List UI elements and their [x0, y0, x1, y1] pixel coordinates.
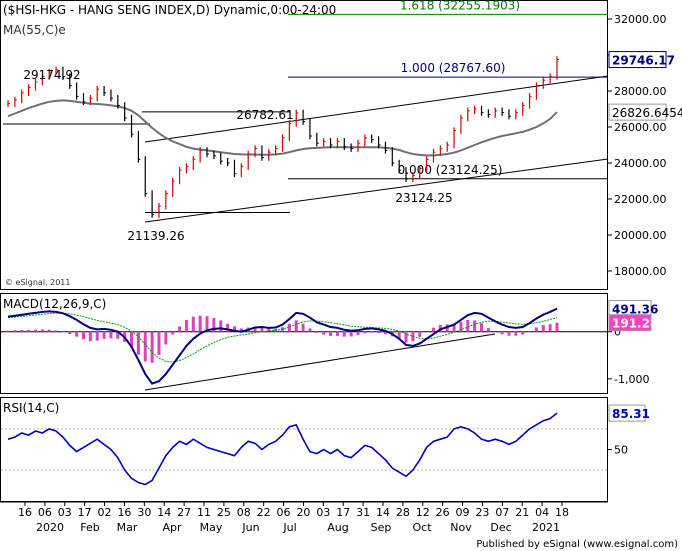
x-day-label: 31 [356, 506, 370, 519]
x-month-label: Oct [412, 521, 432, 534]
x-day-label: 02 [98, 506, 112, 519]
x-day-label: 06 [277, 506, 291, 519]
y-tick-label: 32000.00 [614, 13, 667, 26]
channel-upper-line [144, 75, 609, 143]
x-day-label: 07 [495, 506, 509, 519]
esignal-watermark: © eSignal, 2011 [5, 278, 70, 287]
x-month-label: Nov [450, 521, 472, 534]
x-month-label: 2020 [36, 521, 64, 534]
x-day-label: 11 [197, 506, 211, 519]
fib-label: 0.000 (23124.25) [398, 163, 503, 177]
fib-label: 1.618 (32255.1903) [400, 0, 520, 12]
last-value-box [608, 103, 667, 121]
y-tick-label: 26000.00 [614, 121, 667, 134]
high-annotation: 29174.92 [23, 68, 80, 82]
macd-panel-frame [0, 293, 608, 394]
x-day-label: 16 [117, 506, 131, 519]
fib-label: 1.000 (28767.60) [401, 61, 506, 75]
x-day-label: 03 [316, 506, 330, 519]
x-day-label: 27 [177, 506, 191, 519]
macd-line [7, 307, 558, 385]
rsi-line [7, 412, 558, 486]
x-day-label: 14 [376, 506, 390, 519]
x-day-label: 16 [18, 506, 32, 519]
y-tick-label: 22000.00 [614, 193, 667, 206]
y-tick-label: 24000.00 [614, 157, 667, 170]
price-panel-frame [0, 0, 608, 290]
ma-title: MA(55,C)e [3, 23, 66, 37]
x-day-label: 21 [515, 506, 529, 519]
x-month-label: Dec [490, 521, 511, 534]
x-day-label: 23 [475, 506, 489, 519]
x-day-label: 04 [535, 506, 549, 519]
x-month-label: Sep [371, 521, 392, 534]
last-value-label: 85.31 [612, 407, 650, 421]
x-day-label: 30 [137, 506, 151, 519]
x-month-label: Mar [117, 521, 138, 534]
y-tick-label: 0 [614, 326, 621, 339]
ma-55-line [7, 99, 558, 157]
y-tick-label: 18000.00 [614, 265, 667, 278]
x-month-label: Jul [282, 521, 296, 534]
last-value-box [608, 51, 667, 69]
x-month-label: Feb [80, 521, 99, 534]
x-day-label: 08 [237, 506, 251, 519]
x-month-label: 2021 [532, 521, 560, 534]
x-day-label: 18 [555, 506, 569, 519]
x-month-label: Jun [241, 521, 259, 534]
peak-annotation: 26782.61 [236, 108, 293, 122]
rsi-panel-frame [0, 397, 608, 502]
low-annotation: 21139.26 [127, 229, 184, 243]
x-day-label: 03 [58, 506, 72, 519]
x-day-label: 28 [396, 506, 410, 519]
x-day-label: 09 [456, 506, 470, 519]
last-value-label: 191.28 [612, 317, 658, 331]
x-day-label: 14 [157, 506, 171, 519]
x-month-label: Apr [162, 521, 182, 534]
channel-lower-line [144, 158, 609, 223]
x-day-label: 17 [78, 506, 92, 519]
y-tick-label: 50 [614, 444, 628, 457]
last-value-label: 29746.17 [612, 54, 675, 68]
x-day-label: 12 [416, 506, 430, 519]
x-day-label: 17 [336, 506, 350, 519]
macd-trend-line [144, 333, 496, 391]
last-value-label: 26826.6454 [612, 106, 682, 120]
y-tick-label: 20000.00 [614, 229, 667, 242]
last-value-box [608, 404, 646, 422]
x-day-label: 26 [436, 506, 450, 519]
x-month-label: Aug [327, 521, 348, 534]
footer-credit: Published by eSignal (www.esignal.com) [476, 539, 678, 550]
x-day-label: 22 [257, 506, 271, 519]
last-value-label: 491.36 [612, 303, 658, 317]
x-month-label: May [200, 521, 223, 534]
x-day-label: 25 [217, 506, 231, 519]
rsi-title: RSI(14,C) [3, 401, 59, 415]
macd-signal-line [7, 312, 558, 363]
last-value-box [608, 314, 652, 332]
y-tick-label: -1,000 [614, 373, 649, 386]
price-title: ($HSI-HKG - HANG SENG INDEX,D) Dynamic,0… [3, 3, 336, 17]
x-day-label: 20 [296, 506, 310, 519]
trough-annotation: 23124.25 [395, 191, 452, 205]
x-day-label: 06 [38, 506, 52, 519]
y-tick-label: 28000.00 [614, 85, 667, 98]
macd-title: MACD(12,26,9,C) [3, 297, 106, 311]
